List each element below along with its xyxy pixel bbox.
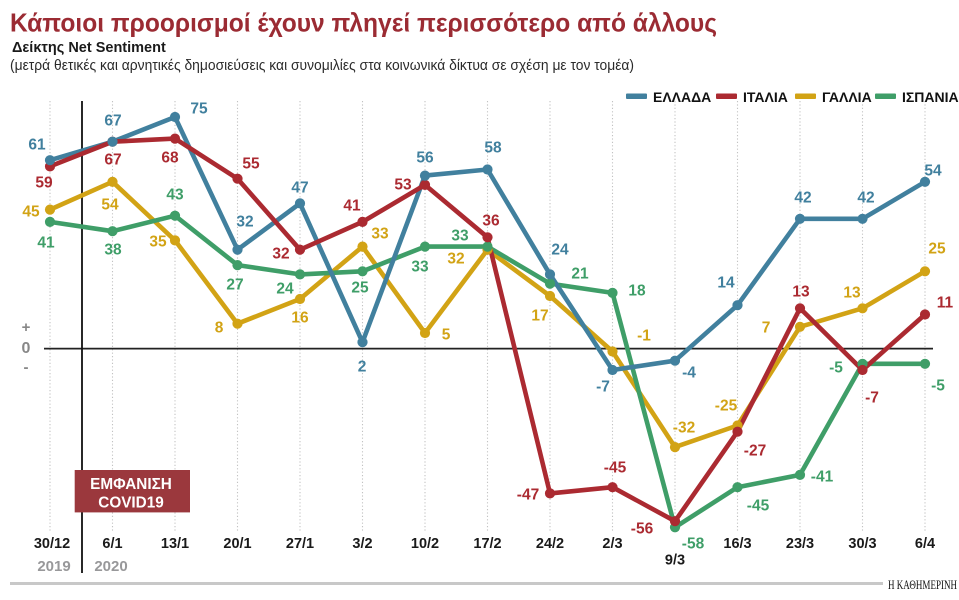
svg-text:-41: -41 — [811, 469, 834, 486]
svg-text:ΕΛΛΑΔΑ: ΕΛΛΑΔΑ — [653, 89, 711, 105]
svg-text:-4: -4 — [682, 365, 696, 382]
svg-text:59: 59 — [35, 175, 53, 192]
svg-text:68: 68 — [161, 150, 179, 167]
svg-text:56: 56 — [416, 150, 434, 167]
svg-text:ΕΜΦΑΝΙΣΗ: ΕΜΦΑΝΙΣΗ — [90, 476, 172, 493]
svg-text:14: 14 — [717, 275, 735, 292]
svg-text:13: 13 — [792, 284, 810, 301]
svg-text:24: 24 — [276, 281, 294, 298]
svg-text:33: 33 — [411, 259, 429, 276]
svg-text:17: 17 — [531, 308, 548, 325]
svg-text:17/2: 17/2 — [473, 536, 501, 552]
svg-text:-47: -47 — [517, 487, 539, 504]
svg-text:2/3: 2/3 — [602, 536, 622, 552]
svg-text:Κάποιοι προορισμοί έχουν πληγε: Κάποιοι προορισμοί έχουν πληγεί περισσότ… — [10, 8, 717, 38]
svg-text:-7: -7 — [596, 379, 610, 396]
svg-text:-45: -45 — [604, 460, 627, 477]
svg-text:41: 41 — [343, 198, 361, 215]
svg-text:30/12: 30/12 — [34, 536, 70, 552]
svg-text:2020: 2020 — [94, 558, 127, 575]
svg-text:55: 55 — [242, 156, 260, 173]
svg-text:58: 58 — [484, 140, 502, 157]
svg-text:COVID19: COVID19 — [98, 495, 163, 512]
svg-text:9/3: 9/3 — [665, 553, 685, 569]
svg-text:42: 42 — [794, 190, 811, 207]
svg-text:38: 38 — [104, 242, 122, 259]
svg-text:5: 5 — [442, 327, 451, 344]
svg-text:7: 7 — [762, 320, 771, 337]
svg-text:ΙΣΠΑΝΙΑ: ΙΣΠΑΝΙΑ — [902, 89, 959, 105]
svg-text:ΙΤΑΛΙΑ: ΙΤΑΛΙΑ — [743, 89, 788, 105]
svg-text:(μετρά θετικές και αρνητικές δ: (μετρά θετικές και αρνητικές δημοσιεύσει… — [10, 57, 634, 74]
svg-text:3/2: 3/2 — [352, 536, 372, 552]
svg-text:0: 0 — [22, 340, 31, 357]
svg-text:30/3: 30/3 — [848, 536, 876, 552]
svg-text:36: 36 — [482, 213, 500, 230]
svg-text:16/3: 16/3 — [723, 536, 751, 552]
svg-text:27: 27 — [226, 277, 243, 294]
svg-text:-7: -7 — [865, 390, 879, 407]
svg-text:33: 33 — [451, 228, 469, 245]
svg-text:27/1: 27/1 — [286, 536, 314, 552]
svg-text:47: 47 — [291, 180, 308, 197]
svg-text:-45: -45 — [747, 498, 770, 515]
svg-text:67: 67 — [104, 152, 121, 169]
svg-text:23/3: 23/3 — [786, 536, 814, 552]
svg-text:+: + — [22, 319, 31, 336]
svg-text:25: 25 — [928, 241, 946, 258]
svg-text:-27: -27 — [744, 443, 766, 460]
svg-text:42: 42 — [857, 190, 874, 207]
svg-text:13: 13 — [843, 285, 861, 302]
svg-text:32: 32 — [272, 246, 289, 263]
svg-text:54: 54 — [924, 163, 942, 180]
svg-text:Η ΚΑΘΗΜΕΡΙΝΗ: Η ΚΑΘΗΜΕΡΙΝΗ — [888, 577, 957, 592]
svg-text:45: 45 — [22, 204, 40, 221]
svg-text:10/2: 10/2 — [411, 536, 439, 552]
svg-text:54: 54 — [101, 197, 119, 214]
svg-text:-32: -32 — [673, 420, 695, 437]
svg-text:43: 43 — [166, 187, 184, 204]
svg-text:41: 41 — [37, 235, 55, 252]
svg-text:2019: 2019 — [37, 558, 70, 575]
svg-text:-5: -5 — [931, 378, 945, 395]
svg-text:24/2: 24/2 — [536, 536, 564, 552]
svg-text:25: 25 — [351, 280, 369, 297]
svg-text:-56: -56 — [631, 521, 654, 538]
svg-text:-1: -1 — [637, 328, 651, 345]
svg-text:20/1: 20/1 — [223, 536, 251, 552]
svg-text:8: 8 — [215, 320, 224, 337]
svg-text:ΓΑΛΛΙΑ: ΓΑΛΛΙΑ — [822, 89, 872, 105]
svg-text:35: 35 — [149, 234, 167, 251]
svg-text:18: 18 — [628, 283, 646, 300]
svg-text:67: 67 — [104, 113, 121, 130]
svg-text:-5: -5 — [829, 360, 843, 377]
svg-text:24: 24 — [551, 242, 569, 259]
svg-text:13/1: 13/1 — [161, 536, 189, 552]
svg-text:33: 33 — [371, 226, 389, 243]
svg-text:-: - — [24, 359, 29, 376]
svg-text:6/1: 6/1 — [102, 536, 122, 552]
svg-text:-25: -25 — [715, 398, 738, 415]
svg-text:6/4: 6/4 — [915, 536, 935, 552]
svg-text:16: 16 — [291, 310, 309, 327]
svg-text:61: 61 — [28, 137, 46, 154]
svg-text:21: 21 — [571, 266, 589, 283]
svg-text:-58: -58 — [682, 536, 705, 553]
svg-text:53: 53 — [394, 177, 412, 194]
svg-text:2: 2 — [358, 359, 367, 376]
svg-text:75: 75 — [190, 101, 208, 118]
svg-text:32: 32 — [236, 214, 253, 231]
svg-text:32: 32 — [447, 251, 464, 268]
svg-text:Δείκτης Net Sentiment: Δείκτης Net Sentiment — [12, 40, 166, 56]
svg-text:11: 11 — [937, 295, 954, 312]
